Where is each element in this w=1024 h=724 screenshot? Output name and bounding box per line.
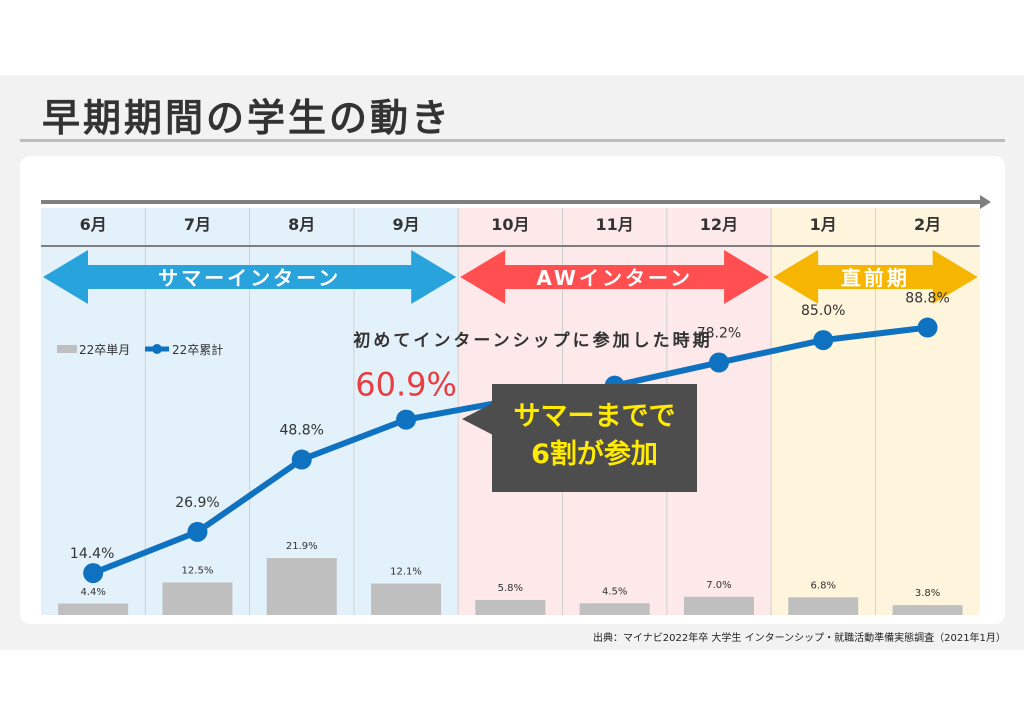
line-value-label: 26.9% [175,495,219,511]
line-point [396,409,417,430]
page-title: 早期期間の学生の動き [42,96,453,140]
timeline-arrow-head [980,195,991,209]
phase-arrow-label: 直前期 [841,266,910,290]
bar [266,558,337,615]
bar-value-label: 3.8% [915,588,940,599]
month-label: 8月 [288,215,315,234]
bar [162,582,233,615]
line-point [813,330,834,351]
bar [788,597,859,615]
legend-swatch-bars [57,345,77,353]
month-label: 9月 [392,215,419,234]
phase-arrow-3 [773,250,978,304]
chart-title: 初めてインターンシップに参加した時期 [353,330,712,351]
month-label: 1月 [810,215,837,234]
bar [475,599,546,615]
bar [579,603,650,615]
line-point [83,563,104,584]
line-value-label: 14.4% [70,546,114,562]
legend-label-line: 22卒累計 [172,342,223,357]
month-label: 12月 [700,215,738,234]
callout-line-2: 6割が参加 [531,439,658,470]
bar-value-label: 4.4% [80,587,105,598]
line-point [708,352,729,373]
phase-arrow-label: AWインターン [536,266,693,290]
month-label: 7月 [184,215,211,234]
month-label: 2月 [914,215,941,234]
legend-label-bars: 22卒単月 [79,343,130,357]
bar-value-label: 6.8% [811,580,836,591]
phase-arrow-2 [460,250,770,304]
line-value-label: 85.0% [801,303,845,319]
callout-pointer [462,403,493,435]
bar-value-label: 4.5% [602,586,627,597]
line-point [187,521,208,542]
bar-value-label: 12.5% [182,566,214,577]
callout-box: サマーまでで 6割が参加 [492,384,697,492]
bar-value-label: 12.1% [390,567,422,578]
bar-value-label: 5.8% [498,583,523,594]
month-label: 11月 [596,215,634,234]
phase-arrow-label: サマーインターン [158,266,341,290]
callout-line-1: サマーまでで [513,401,676,432]
bar [683,596,754,615]
bar [371,583,442,615]
bar-value-label: 21.9% [286,541,318,552]
line-value-label: 78.2% [697,326,741,342]
legend-swatch-marker [152,344,162,354]
month-label: 6月 [80,215,107,234]
line-value-label-highlight: 60.9% [355,366,457,404]
month-label: 10月 [491,215,529,234]
bar [58,603,129,615]
line-value-label: 88.8% [905,291,949,307]
source-note: 出典：マイナビ2022年卒 大学生 インターンシップ・就職活動準備実態調査（20… [593,633,1006,644]
bar-value-label: 7.0% [706,580,731,591]
title-divider [20,139,1005,142]
line-point [917,317,938,338]
line-value-label: 48.8% [280,423,324,439]
line-point [291,449,312,470]
phase-arrow-1 [43,250,457,304]
bar [892,605,963,615]
